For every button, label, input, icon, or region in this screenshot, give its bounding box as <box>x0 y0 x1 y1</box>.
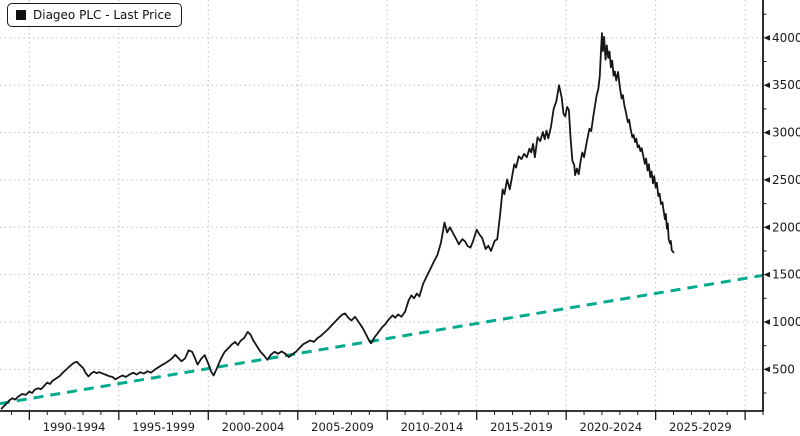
x-band-label: 2010-2014 <box>401 420 464 434</box>
vertical-gridlines <box>28 0 746 411</box>
series-swatch-icon <box>16 10 26 20</box>
axes <box>0 0 764 412</box>
price-line <box>0 32 675 410</box>
y-axis: 500 1000 1500 2000 2500 3000 3500 4000 <box>763 13 800 394</box>
x-band-label: 2005-2009 <box>311 420 374 434</box>
y-tick-label: 2000 <box>772 220 800 234</box>
y-tick-label: 3000 <box>772 126 800 140</box>
y-tick-label: 4000 <box>772 31 800 45</box>
x-band-label: 1995-1999 <box>132 420 195 434</box>
x-band-label: 2000-2004 <box>222 420 285 434</box>
x-band-label: 2015-2019 <box>490 420 553 434</box>
y-tick-label: 1500 <box>772 268 800 282</box>
x-axis: 1990-1994 1995-1999 2000-2004 2005-2009 2010… <box>10 411 764 434</box>
y-tick-label: 500 <box>772 362 795 376</box>
y-tick-label: 2500 <box>772 173 800 187</box>
y-tick-label: 1000 <box>772 315 800 329</box>
x-band-label: 2020-2024 <box>580 420 643 434</box>
legend-series-label: Diageo PLC - Last Price <box>33 8 172 22</box>
x-band-label: 1990-1994 <box>43 420 106 434</box>
y-tick-label: 3500 <box>772 78 800 92</box>
legend: Diageo PLC - Last Price <box>7 3 183 27</box>
x-band-label: 2025-2029 <box>669 420 732 434</box>
trend-line <box>0 273 764 406</box>
horizontal-gridlines <box>0 37 763 370</box>
